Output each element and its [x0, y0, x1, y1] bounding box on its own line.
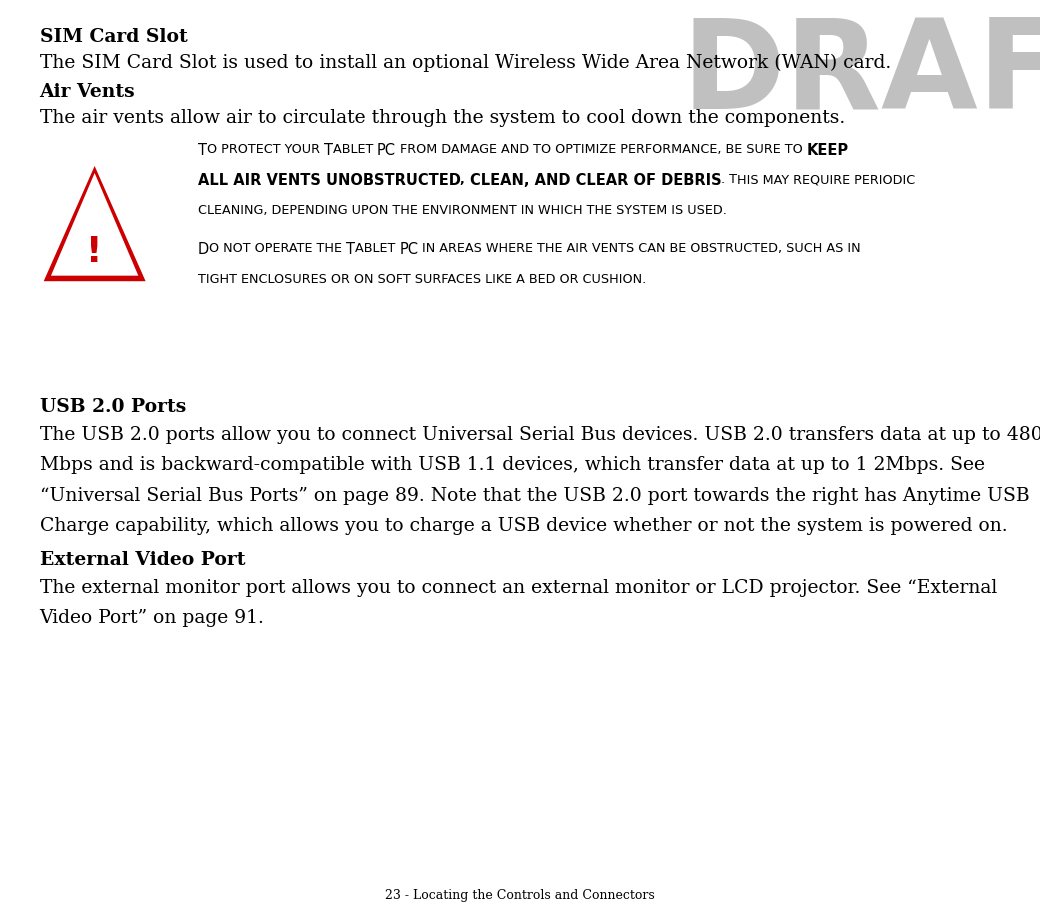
Text: Mbps and is backward-compatible with USB 1.1 devices, which transfer data at up : Mbps and is backward-compatible with USB… [40, 456, 985, 475]
Text: USB 2.0 Ports: USB 2.0 Ports [40, 398, 186, 417]
Text: Charge capability, which allows you to charge a USB device whether or not the sy: Charge capability, which allows you to c… [40, 517, 1007, 536]
Text: ABLET: ABLET [333, 143, 376, 156]
Text: External Video Port: External Video Port [40, 551, 245, 570]
Text: The USB 2.0 ports allow you to connect Universal Serial Bus devices. USB 2.0 tra: The USB 2.0 ports allow you to connect U… [40, 426, 1040, 444]
Text: O NOT OPERATE THE: O NOT OPERATE THE [209, 242, 346, 255]
Text: The SIM Card Slot is used to install an optional Wireless Wide Area Network (WAN: The SIM Card Slot is used to install an … [40, 53, 891, 72]
Polygon shape [51, 173, 138, 276]
Text: TIGHT ENCLOSURES OR ON SOFT SURFACES LIKE A BED OR CUSHION.: TIGHT ENCLOSURES OR ON SOFT SURFACES LIK… [198, 273, 646, 286]
Text: Air Vents: Air Vents [40, 83, 135, 101]
Text: D: D [198, 242, 209, 257]
Text: !: ! [86, 235, 103, 269]
Text: . T: . T [722, 173, 737, 186]
Text: O PROTECT YOUR: O PROTECT YOUR [207, 143, 323, 156]
Text: FROM DAMAGE AND TO OPTIMIZE PERFORMANCE, BE SURE TO: FROM DAMAGE AND TO OPTIMIZE PERFORMANCE,… [396, 143, 807, 156]
Text: ,: , [461, 173, 470, 186]
Text: ABLET: ABLET [355, 242, 399, 255]
Text: ALL AIR VENTS UNOBSTRUCTED: ALL AIR VENTS UNOBSTRUCTED [198, 173, 461, 188]
Text: CLEANING, DEPENDING UPON THE ENVIRONMENT IN WHICH THE SYSTEM IS USED.: CLEANING, DEPENDING UPON THE ENVIRONMENT… [198, 204, 727, 217]
Text: Video Port” on page 91.: Video Port” on page 91. [40, 609, 264, 628]
Text: IN AREAS WHERE THE AIR VENTS CAN BE OBSTRUCTED, SUCH AS IN: IN AREAS WHERE THE AIR VENTS CAN BE OBST… [418, 242, 861, 255]
Text: PC: PC [399, 242, 418, 257]
Text: 23 - Locating the Controls and Connectors: 23 - Locating the Controls and Connector… [385, 889, 655, 902]
Text: HIS MAY REQUIRE PERIODIC: HIS MAY REQUIRE PERIODIC [737, 173, 915, 186]
Text: T: T [198, 143, 207, 158]
Text: CLEAN, AND CLEAR OF DEBRIS: CLEAN, AND CLEAR OF DEBRIS [470, 173, 722, 188]
Text: “Universal Serial Bus Ports” on page 89. Note that the USB 2.0 port towards the : “Universal Serial Bus Ports” on page 89.… [40, 487, 1030, 505]
Polygon shape [44, 166, 146, 281]
Text: PC: PC [376, 143, 396, 158]
Text: KEEP: KEEP [807, 143, 849, 158]
Text: T: T [323, 143, 333, 158]
Text: SIM Card Slot: SIM Card Slot [40, 28, 187, 46]
Text: T: T [346, 242, 355, 257]
Text: The external monitor port allows you to connect an external monitor or LCD proje: The external monitor port allows you to … [40, 579, 996, 597]
Text: The air vents allow air to circulate through the system to cool down the compone: The air vents allow air to circulate thr… [40, 109, 844, 127]
Text: DRAFT: DRAFT [681, 14, 1040, 135]
